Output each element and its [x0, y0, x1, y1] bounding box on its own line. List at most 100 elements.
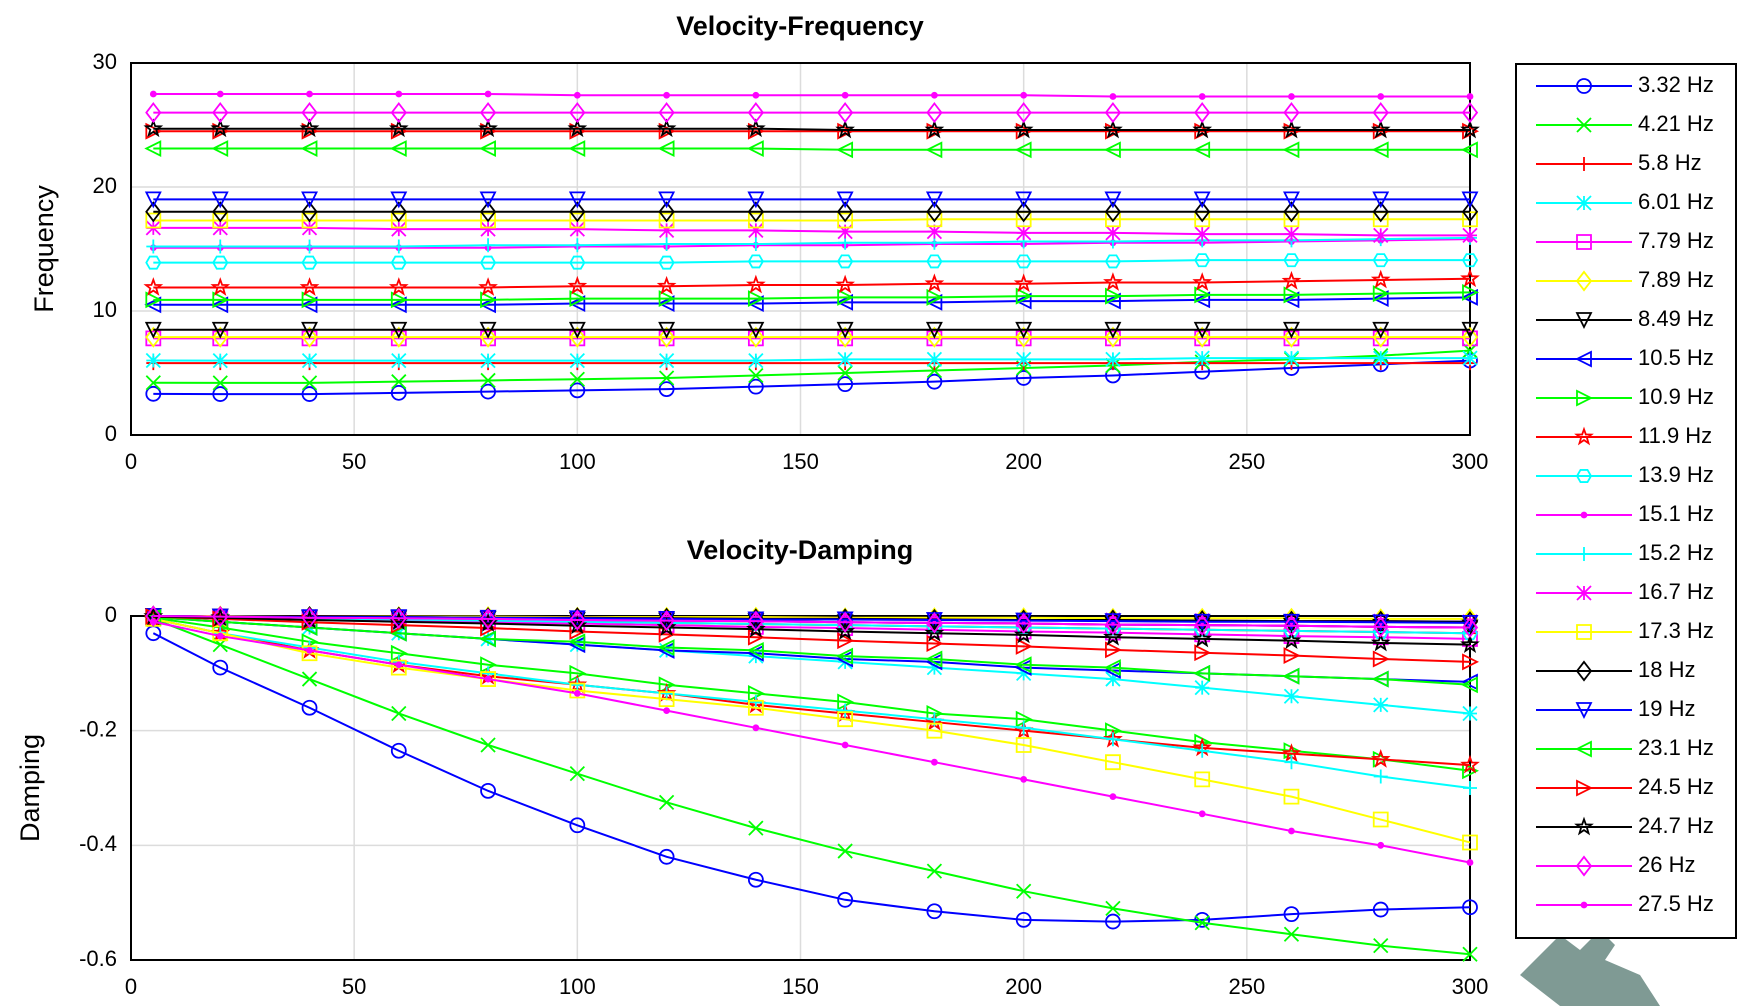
legend-marker	[1576, 234, 1592, 250]
data-point	[1460, 634, 1480, 654]
data-point	[1460, 141, 1478, 159]
data-point	[1372, 122, 1390, 140]
data-point	[1104, 102, 1122, 124]
data-point	[1015, 254, 1032, 269]
y-axis-label: Damping	[15, 734, 45, 842]
data-point	[1104, 201, 1122, 223]
legend-marker	[1575, 660, 1593, 682]
data-point	[1192, 119, 1213, 139]
data-point	[1282, 291, 1300, 309]
data-point	[145, 122, 163, 140]
data-point	[663, 91, 671, 99]
data-point	[1014, 656, 1032, 674]
data-point	[301, 321, 318, 339]
data-point	[748, 222, 764, 239]
data-point	[752, 91, 760, 99]
series-line	[153, 617, 1471, 844]
data-point	[1460, 676, 1478, 694]
data-point	[301, 645, 318, 662]
data-point	[568, 295, 586, 313]
data-point	[836, 326, 854, 348]
data-point	[657, 639, 675, 656]
data-point	[390, 102, 407, 124]
data-point	[568, 321, 586, 339]
y-tick-label: 20	[93, 173, 117, 198]
data-point	[1461, 326, 1479, 348]
data-point	[1283, 788, 1300, 805]
data-point	[926, 659, 943, 676]
data-point	[658, 352, 675, 369]
data-point	[1194, 915, 1210, 931]
legend-label: 15.2 Hz	[1638, 540, 1714, 565]
data-point	[301, 352, 318, 369]
data-point	[216, 632, 224, 640]
data-point	[301, 671, 318, 687]
data-point	[837, 288, 855, 306]
data-point	[1461, 321, 1479, 339]
data-point	[299, 118, 320, 138]
data-point	[480, 255, 497, 270]
data-point	[837, 843, 853, 859]
y-tick-label: 10	[93, 297, 117, 322]
data-point	[1104, 326, 1122, 348]
data-point	[837, 365, 853, 381]
data-point	[1281, 119, 1302, 139]
data-point	[926, 362, 943, 379]
data-point	[1283, 191, 1300, 209]
data-point	[1103, 119, 1123, 139]
data-point	[837, 212, 854, 229]
legend-marker	[1574, 426, 1594, 446]
data-point	[837, 891, 854, 908]
data-point	[1193, 191, 1211, 209]
legend-marker	[1580, 901, 1588, 909]
data-point	[568, 633, 586, 651]
data-point	[388, 118, 409, 138]
data-point	[389, 624, 407, 642]
data-point	[480, 737, 496, 753]
data-point	[145, 625, 162, 642]
legend-marker	[1576, 389, 1594, 407]
legend-label: 13.9 Hz	[1638, 462, 1714, 487]
data-point	[390, 321, 408, 339]
series-line	[153, 617, 1471, 789]
data-point	[1283, 253, 1300, 268]
series-line	[153, 620, 1471, 864]
data-point	[1015, 326, 1032, 348]
data-point	[1195, 743, 1210, 758]
data-point	[1372, 285, 1390, 303]
data-point	[1105, 913, 1121, 930]
data-point	[1371, 670, 1389, 688]
data-point	[569, 290, 587, 308]
data-point	[658, 102, 675, 124]
data-point	[1462, 211, 1478, 228]
legend-label: 19 Hz	[1638, 696, 1695, 721]
data-point	[1462, 653, 1480, 671]
data-point	[746, 641, 764, 659]
data-point	[144, 191, 162, 209]
data-point	[1198, 93, 1206, 100]
y-tick-label: 30	[93, 49, 117, 74]
legend-label: 3.32 Hz	[1638, 72, 1714, 97]
data-point	[300, 140, 318, 158]
data-point	[1283, 326, 1300, 348]
data-point	[658, 255, 675, 270]
data-point	[479, 608, 497, 630]
legend-label: 10.9 Hz	[1638, 384, 1714, 409]
data-point	[1015, 122, 1033, 140]
data-point	[479, 102, 497, 124]
data-point	[301, 201, 318, 223]
data-point	[747, 102, 765, 124]
data-point	[841, 91, 849, 99]
data-point	[1460, 754, 1480, 774]
data-point	[1192, 628, 1213, 648]
data-point	[1013, 119, 1034, 139]
data-point	[391, 221, 407, 237]
data-point	[1283, 906, 1300, 923]
legend-label: 6.01 Hz	[1638, 189, 1714, 214]
legend-label: 15.1 Hz	[1638, 501, 1714, 526]
data-point	[1104, 254, 1121, 269]
legend-marker	[1577, 547, 1591, 561]
data-point	[573, 91, 581, 99]
data-point	[389, 140, 407, 158]
data-point	[926, 201, 943, 223]
